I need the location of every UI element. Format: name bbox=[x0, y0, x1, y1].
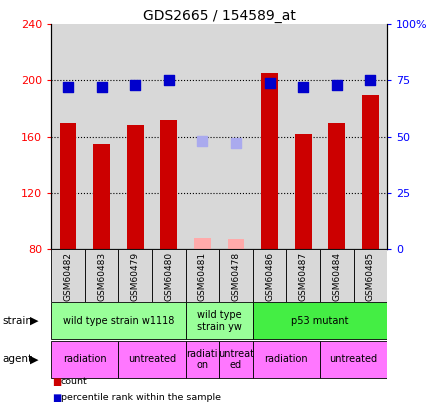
Text: untreated: untreated bbox=[128, 354, 176, 364]
Text: ■: ■ bbox=[52, 377, 61, 386]
Text: GSM60479: GSM60479 bbox=[131, 252, 140, 301]
Text: radiati
on: radiati on bbox=[186, 349, 218, 370]
Text: GSM60485: GSM60485 bbox=[366, 252, 375, 301]
Text: radiation: radiation bbox=[264, 354, 308, 364]
Bar bbox=[186, 249, 219, 302]
Bar bbox=[253, 341, 320, 378]
Bar bbox=[287, 249, 320, 302]
Bar bbox=[353, 249, 387, 302]
Point bbox=[165, 77, 172, 84]
Bar bbox=[186, 341, 219, 378]
Text: wild type
strain yw: wild type strain yw bbox=[197, 310, 242, 332]
Bar bbox=[186, 24, 219, 249]
Text: count: count bbox=[61, 377, 88, 386]
Bar bbox=[287, 24, 320, 249]
Bar bbox=[85, 249, 118, 302]
Bar bbox=[51, 249, 85, 302]
Text: GSM60484: GSM60484 bbox=[332, 252, 341, 301]
Text: GSM60482: GSM60482 bbox=[64, 252, 73, 301]
Text: p53 mutant: p53 mutant bbox=[291, 316, 349, 326]
Bar bbox=[127, 126, 144, 249]
Point bbox=[333, 82, 340, 88]
Bar bbox=[152, 24, 186, 249]
Point bbox=[199, 138, 206, 145]
Bar bbox=[118, 341, 186, 378]
Bar bbox=[51, 24, 85, 249]
Text: GSM60483: GSM60483 bbox=[97, 252, 106, 301]
Bar bbox=[219, 341, 253, 378]
Text: GSM60481: GSM60481 bbox=[198, 252, 207, 301]
Bar bbox=[227, 239, 244, 249]
Bar bbox=[253, 249, 287, 302]
Point bbox=[299, 84, 307, 90]
Bar bbox=[118, 24, 152, 249]
Point bbox=[98, 84, 105, 90]
Text: strain: strain bbox=[2, 316, 32, 326]
Bar bbox=[60, 123, 77, 249]
Bar bbox=[118, 249, 152, 302]
Bar bbox=[328, 123, 345, 249]
Text: GSM60478: GSM60478 bbox=[231, 252, 240, 301]
Text: GSM60486: GSM60486 bbox=[265, 252, 274, 301]
Bar bbox=[160, 120, 177, 249]
Bar bbox=[320, 341, 387, 378]
Point bbox=[266, 79, 273, 86]
Bar bbox=[253, 303, 387, 339]
Point bbox=[367, 77, 374, 84]
Text: ▶: ▶ bbox=[30, 316, 38, 326]
Text: untreat
ed: untreat ed bbox=[218, 349, 254, 370]
Text: GSM60487: GSM60487 bbox=[299, 252, 307, 301]
Text: radiation: radiation bbox=[63, 354, 107, 364]
Title: GDS2665 / 154589_at: GDS2665 / 154589_at bbox=[143, 9, 295, 23]
Point bbox=[132, 82, 139, 88]
Text: percentile rank within the sample: percentile rank within the sample bbox=[61, 393, 221, 402]
Bar bbox=[93, 144, 110, 249]
Bar bbox=[295, 134, 312, 249]
Bar bbox=[194, 238, 211, 249]
Point bbox=[232, 140, 239, 147]
Bar bbox=[51, 341, 118, 378]
Bar bbox=[219, 249, 253, 302]
Bar bbox=[51, 303, 186, 339]
Text: GSM60480: GSM60480 bbox=[164, 252, 173, 301]
Text: agent: agent bbox=[2, 354, 32, 364]
Bar bbox=[362, 94, 379, 249]
Point bbox=[65, 84, 72, 90]
Bar bbox=[261, 73, 278, 249]
Text: ■: ■ bbox=[52, 393, 61, 403]
Bar bbox=[253, 24, 287, 249]
Bar bbox=[320, 24, 354, 249]
Text: untreated: untreated bbox=[329, 354, 378, 364]
Bar bbox=[320, 249, 354, 302]
Bar bbox=[152, 249, 186, 302]
Bar bbox=[186, 303, 253, 339]
Text: ▶: ▶ bbox=[30, 354, 38, 364]
Text: wild type strain w1118: wild type strain w1118 bbox=[63, 316, 174, 326]
Bar bbox=[219, 24, 253, 249]
Bar bbox=[353, 24, 387, 249]
Bar bbox=[85, 24, 118, 249]
